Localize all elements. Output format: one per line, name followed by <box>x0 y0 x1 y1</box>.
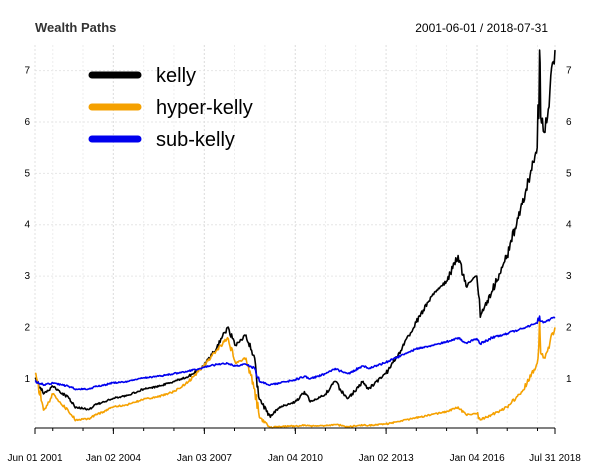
series-line-kelly <box>34 49 556 419</box>
y-axis-right: 1 2 3 4 5 6 7 <box>566 66 572 385</box>
x-tick-label: Jan 02 2013 <box>359 453 414 464</box>
chart-title: Wealth Paths <box>35 20 116 35</box>
grid <box>34 45 556 425</box>
series-line-hyper-kelly <box>34 316 556 429</box>
y-tick-label-right: 3 <box>566 271 572 282</box>
x-tick-label: Jan 04 2010 <box>268 453 323 464</box>
x-tick-label: Jun 01 2001 <box>7 453 62 464</box>
x-tick-label: Jul 31 2018 <box>529 453 581 464</box>
series-line-sub-kelly <box>34 315 556 391</box>
x-tick-label: Jan 02 2004 <box>86 453 141 464</box>
y-tick-label: 3 <box>24 271 30 282</box>
y-tick-label: 1 <box>24 374 30 385</box>
y-tick-label: 6 <box>24 117 30 128</box>
y-tick-label-right: 6 <box>566 117 572 128</box>
x-axis: Jun 01 2001 Jan 02 2004 Jan 03 2007 Jan 04 … <box>7 427 581 464</box>
series-lines <box>34 49 556 429</box>
y-tick-label-right: 1 <box>566 374 572 385</box>
legend-label-sub-kelly: sub-kelly <box>156 129 235 151</box>
x-tick-label: Jan 03 2007 <box>177 453 232 464</box>
y-tick-label-right: 2 <box>566 322 572 333</box>
y-tick-label: 5 <box>24 168 30 179</box>
y-tick-label: 4 <box>24 220 30 231</box>
y-tick-label-right: 5 <box>566 168 572 179</box>
legend-label-hyper-kelly: hyper-kelly <box>156 97 253 119</box>
y-axis-left: 1 2 3 4 5 6 7 <box>24 66 30 385</box>
y-tick-label: 7 <box>24 66 30 77</box>
y-tick-label: 2 <box>24 322 30 333</box>
x-tick-label: Jan 04 2016 <box>450 453 505 464</box>
date-range-label: 2001-06-01 / 2018-07-31 <box>415 21 548 35</box>
y-tick-label-right: 7 <box>566 66 572 77</box>
legend-label-kelly: kelly <box>156 65 196 87</box>
legend: kelly hyper-kelly sub-kelly <box>88 65 253 151</box>
y-tick-label-right: 4 <box>566 220 572 231</box>
